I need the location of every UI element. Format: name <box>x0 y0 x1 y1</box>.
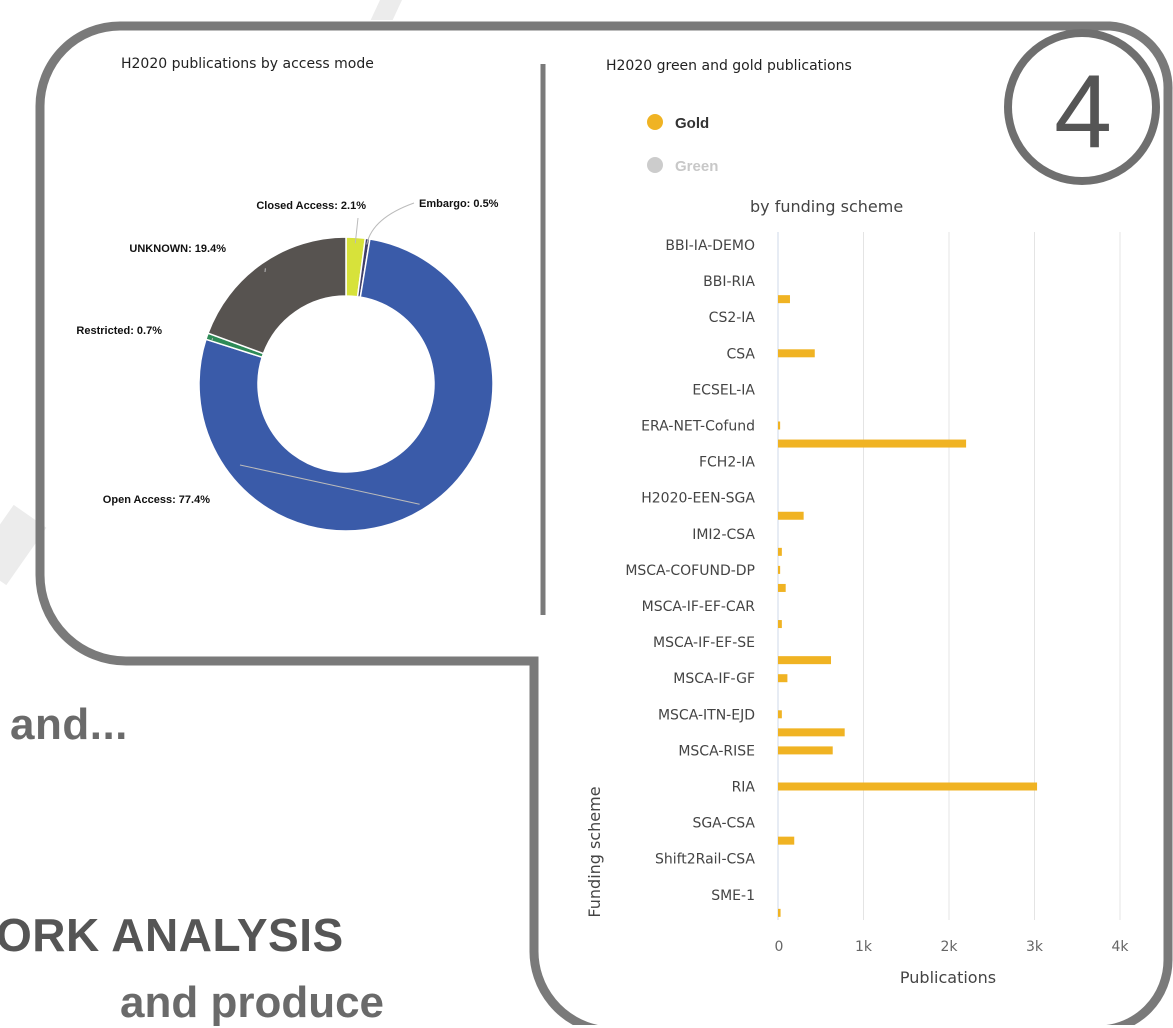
x-tick-label: 4k <box>1111 939 1129 955</box>
badge-number: 4 <box>1054 54 1112 170</box>
y-tick-label: BBI-RIA <box>703 274 755 290</box>
y-tick-label: CSA <box>727 346 756 362</box>
bar-gold[interactable] <box>778 512 804 520</box>
y-tick-label: MSCA-IF-EF-CAR <box>642 599 756 615</box>
bar-gold[interactable] <box>778 295 790 303</box>
bar-gold[interactable] <box>778 909 781 917</box>
y-tick-label: RIA <box>732 780 756 796</box>
bar-gold[interactable] <box>778 620 782 628</box>
y-tick-label: H2020-EEN-SGA <box>641 491 755 507</box>
bar-gold[interactable] <box>778 837 794 845</box>
y-tick-label: MSCA-ITN-EJD <box>658 707 755 723</box>
y-tick-label: ERA-NET-Cofund <box>641 419 755 435</box>
y-tick-label: CS2-IA <box>709 310 756 326</box>
x-tick-label: 1k <box>855 939 873 955</box>
bar-gold[interactable] <box>778 548 782 556</box>
y-tick-label: SME-1 <box>711 888 755 904</box>
x-axis-title: Publications <box>900 968 996 987</box>
y-tick-label: IMI2-CSA <box>692 527 755 543</box>
y-tick-label: MSCA-IF-GF <box>673 671 755 687</box>
x-tick-label: 0 <box>775 939 784 955</box>
x-tick-label: 3k <box>1026 939 1044 955</box>
y-tick-label: BBI-IA-DEMO <box>665 238 755 254</box>
y-tick-label: MSCA-IF-EF-SE <box>653 635 755 651</box>
y-tick-label: FCH2-IA <box>699 455 755 471</box>
bar-gold[interactable] <box>778 783 1037 791</box>
y-axis-title: Funding scheme <box>585 786 604 917</box>
bar-gold[interactable] <box>778 710 782 718</box>
bar-gold[interactable] <box>778 349 815 357</box>
y-tick-label: SGA-CSA <box>692 816 755 832</box>
bar-gold[interactable] <box>778 440 966 448</box>
y-tick-label: MSCA-COFUND-DP <box>625 563 755 579</box>
bar-gold[interactable] <box>778 566 780 574</box>
x-tick-label: 2k <box>940 939 958 955</box>
bar-gold[interactable] <box>778 584 786 592</box>
step-badge: 4 <box>1003 28 1161 186</box>
bar-gold[interactable] <box>778 674 787 682</box>
bar-gold[interactable] <box>778 422 780 430</box>
bar-gold[interactable] <box>778 728 845 736</box>
bar-gold[interactable] <box>778 656 831 664</box>
y-tick-label: ECSEL-IA <box>692 382 755 398</box>
bar-gold[interactable] <box>778 746 833 754</box>
y-tick-label: MSCA-RISE <box>678 743 755 759</box>
y-tick-label: Shift2Rail-CSA <box>655 852 755 868</box>
